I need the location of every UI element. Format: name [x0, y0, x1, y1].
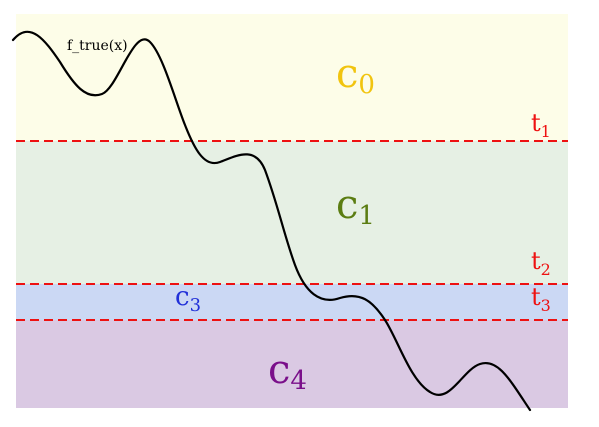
threshold-label-t2: t2: [531, 247, 551, 279]
band-label-c4: c4: [268, 347, 307, 396]
band-c4: [16, 320, 568, 408]
threshold-label-t1: t1: [531, 109, 551, 141]
band-c1: [16, 141, 568, 284]
band-label-c0: c0: [336, 51, 375, 100]
band-label-c1: c1: [336, 182, 375, 231]
band-label-c3: c3: [175, 282, 201, 316]
curve-label: f_true(x): [67, 38, 128, 54]
band-c0: [16, 14, 568, 141]
f-true-curve: [11, 30, 532, 412]
band-c3: [16, 284, 568, 320]
threshold-label-t3: t3: [531, 283, 551, 315]
